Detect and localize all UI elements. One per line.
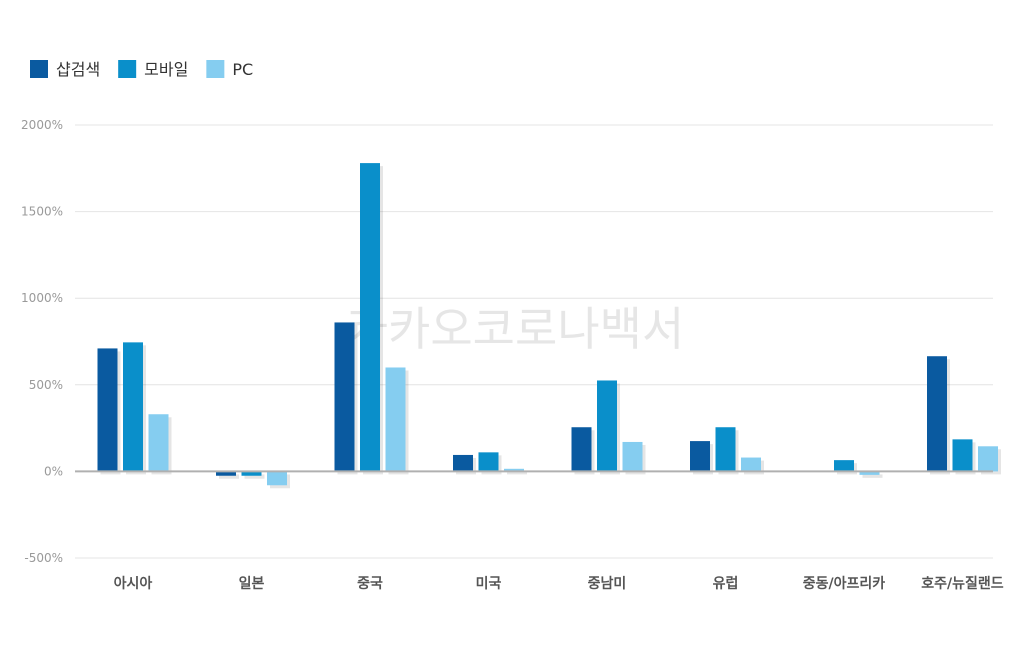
bar xyxy=(97,348,118,472)
x-category-label: 아시아 xyxy=(114,575,153,592)
bar xyxy=(267,471,287,486)
bar-shadow xyxy=(244,474,265,479)
bar xyxy=(123,342,143,472)
y-tick-label: -500% xyxy=(24,551,63,565)
bar xyxy=(952,439,973,472)
bar xyxy=(715,427,736,472)
bar xyxy=(978,446,998,472)
bar xyxy=(622,441,643,472)
x-category-label: 중동/아프리카 xyxy=(803,575,886,592)
bar xyxy=(741,457,761,472)
grid-lines xyxy=(75,124,993,559)
bar xyxy=(478,452,499,472)
y-tick-label: 2000% xyxy=(21,118,63,132)
bar xyxy=(385,367,406,472)
x-category-label: 일본 xyxy=(239,576,265,592)
bar-shadow xyxy=(507,471,527,475)
y-tick-label: 1500% xyxy=(21,205,63,219)
legend-label: 샵검색 xyxy=(56,60,100,79)
bar xyxy=(453,454,473,472)
x-category-label: 중남미 xyxy=(588,575,627,592)
legend-label: 모바일 xyxy=(144,60,188,79)
legend-label: PC xyxy=(232,60,253,79)
legend: 샵검색 모바일 PC xyxy=(30,60,253,79)
y-axis: 2000% 1500% 1000% 500% 0% -500% xyxy=(21,118,63,565)
x-axis: 아시아 일본 중국 미국 중남미 유럽 중동/아프리카 호주/뉴질랜드 xyxy=(114,575,1004,592)
y-tick-label: 1000% xyxy=(21,291,63,305)
x-category-label: 중국 xyxy=(357,576,383,592)
bar xyxy=(334,322,355,472)
bar xyxy=(597,380,617,472)
bars xyxy=(97,163,1001,489)
bar-shadow xyxy=(862,474,883,478)
bar xyxy=(859,471,880,475)
bar xyxy=(927,356,947,472)
bar xyxy=(241,471,262,476)
bar xyxy=(360,163,380,472)
x-category-label: 호주/뉴질랜드 xyxy=(921,575,1004,592)
watermark: 카카오코로나백서 xyxy=(346,302,685,356)
legend-swatch xyxy=(118,60,137,78)
y-tick-label: 500% xyxy=(29,378,63,392)
x-category-label: 유럽 xyxy=(713,576,739,592)
bar xyxy=(148,414,169,472)
legend-swatch xyxy=(30,60,48,78)
bar xyxy=(690,441,710,472)
bar xyxy=(216,471,236,476)
y-tick-label: 0% xyxy=(44,464,63,478)
legend-swatch xyxy=(206,60,225,78)
bar xyxy=(834,460,854,472)
bar-shadow xyxy=(219,474,239,479)
x-category-label: 미국 xyxy=(476,576,502,592)
bar xyxy=(571,427,592,472)
bar xyxy=(504,468,524,472)
